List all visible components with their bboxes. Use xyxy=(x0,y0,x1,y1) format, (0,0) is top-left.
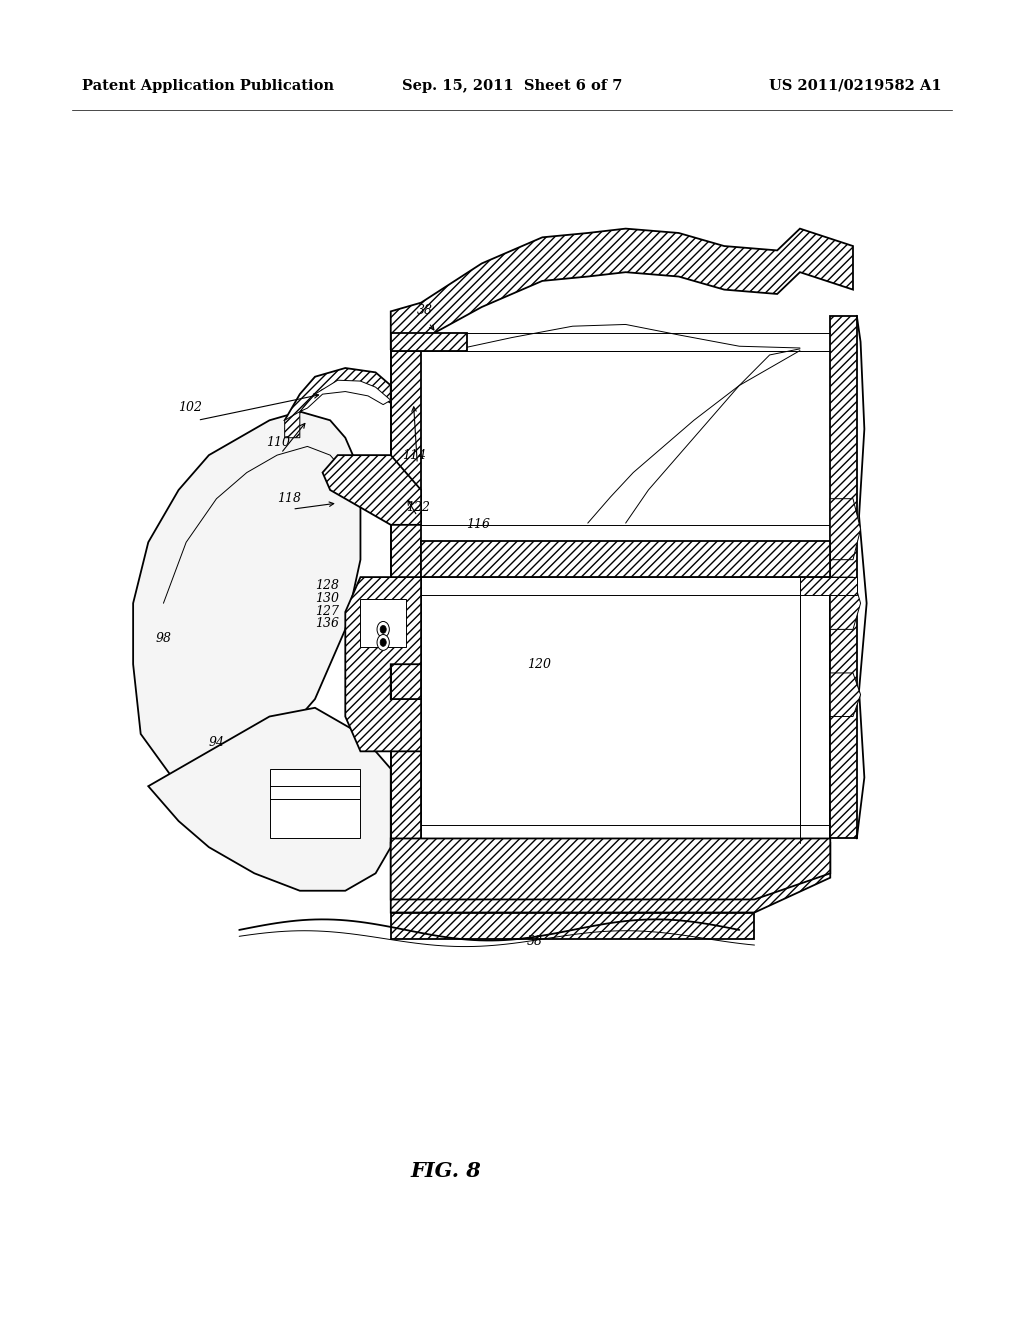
Circle shape xyxy=(377,635,389,651)
Polygon shape xyxy=(133,412,360,795)
Polygon shape xyxy=(830,499,860,560)
Polygon shape xyxy=(360,599,406,647)
Text: 128: 128 xyxy=(315,579,339,593)
Polygon shape xyxy=(345,577,421,751)
Polygon shape xyxy=(421,577,830,843)
Text: 102: 102 xyxy=(178,401,203,413)
Circle shape xyxy=(380,639,386,647)
Text: Sep. 15, 2011  Sheet 6 of 7: Sep. 15, 2011 Sheet 6 of 7 xyxy=(401,79,623,92)
Text: Patent Application Publication: Patent Application Publication xyxy=(82,79,334,92)
Polygon shape xyxy=(830,673,860,717)
Text: 98: 98 xyxy=(156,631,172,644)
Polygon shape xyxy=(323,455,421,525)
Text: 114: 114 xyxy=(402,449,426,462)
Text: 120: 120 xyxy=(527,657,551,671)
Text: 110: 110 xyxy=(266,436,290,449)
Text: US 2011/0219582 A1: US 2011/0219582 A1 xyxy=(769,79,942,92)
Polygon shape xyxy=(830,577,860,630)
Text: 122: 122 xyxy=(406,500,430,513)
Polygon shape xyxy=(391,228,853,348)
Text: 127: 127 xyxy=(315,605,339,618)
Polygon shape xyxy=(391,843,830,912)
Text: 118: 118 xyxy=(278,492,301,506)
Text: 116: 116 xyxy=(467,519,490,532)
Polygon shape xyxy=(269,768,360,838)
Polygon shape xyxy=(148,708,391,891)
Text: 130: 130 xyxy=(315,591,339,605)
Polygon shape xyxy=(300,380,391,412)
Polygon shape xyxy=(800,577,857,594)
Circle shape xyxy=(377,622,389,638)
Text: 94: 94 xyxy=(209,737,225,750)
Polygon shape xyxy=(391,912,755,939)
Polygon shape xyxy=(285,412,300,438)
Text: 58: 58 xyxy=(527,935,543,948)
Polygon shape xyxy=(391,333,467,351)
Polygon shape xyxy=(421,540,830,577)
Polygon shape xyxy=(285,368,391,422)
Text: 38: 38 xyxy=(418,304,433,317)
Text: FIG. 8: FIG. 8 xyxy=(410,1160,481,1181)
Polygon shape xyxy=(391,351,421,843)
Text: 136: 136 xyxy=(315,616,339,630)
Circle shape xyxy=(380,626,386,634)
Polygon shape xyxy=(830,315,857,838)
Polygon shape xyxy=(391,838,830,899)
